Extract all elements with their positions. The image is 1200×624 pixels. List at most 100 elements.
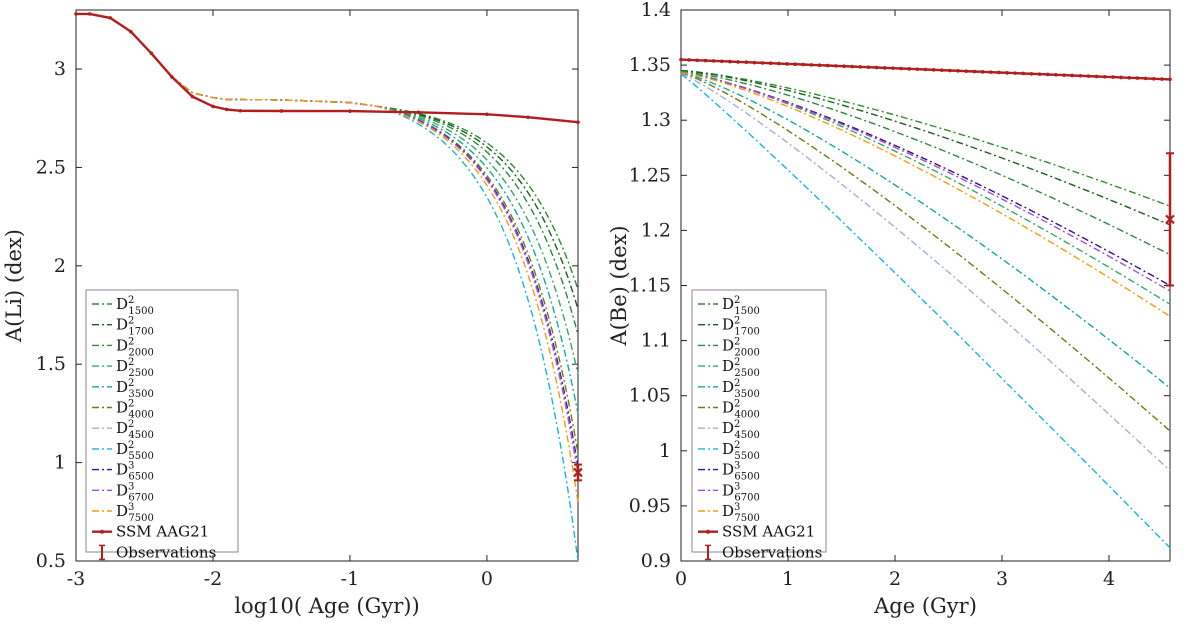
legend-sup: 2 (128, 419, 134, 430)
ssm-marker (997, 70, 1001, 75)
ssm-marker (1103, 74, 1107, 79)
series-line-d2_4000 (680, 72, 1171, 432)
lithium-panel: -3 -2 -1 0 0.5 1 1.5 2 2.5 3 log10( Age (Gyr)) A(Li… (2, 9, 583, 618)
x-axis-label: log10( Age (Gyr)) (234, 594, 419, 618)
legend-marker (100, 529, 104, 534)
series-line-d2_4500 (680, 73, 1171, 472)
legend-sub: 4000 (128, 410, 153, 421)
y-tick-label: 0.95 (629, 495, 671, 517)
ssm-marker (224, 107, 229, 112)
ssm-marker (1135, 76, 1140, 80)
legend-sub: 7500 (128, 513, 153, 524)
legend-sub: 3500 (128, 389, 153, 400)
ssm-marker (695, 58, 700, 63)
ssm-marker (238, 108, 243, 113)
ssm-marker (842, 64, 846, 69)
legend-base: D (722, 502, 734, 520)
legend-sup: 2 (734, 316, 740, 327)
ssm-marker (825, 63, 830, 68)
legend-sup: 2 (734, 336, 740, 347)
ssm-marker (768, 61, 773, 66)
series-line-d3_6700 (680, 72, 1171, 292)
legend-base: D (722, 419, 734, 437)
y-tick-label: 1 (54, 452, 66, 474)
legend-sup: 2 (734, 295, 740, 306)
y-tick-label: 1.3 (641, 109, 671, 131)
series-line-d2_2000 (680, 71, 1171, 256)
ssm-marker (793, 62, 797, 67)
y-axis-label: A(Li) (dex) (2, 229, 26, 343)
legend-sup: 3 (128, 502, 134, 513)
legend-sup: 3 (128, 461, 134, 472)
ssm-marker (980, 70, 985, 74)
legend-sup: 2 (734, 419, 740, 430)
ssm-marker (931, 68, 936, 72)
legend-label: D2 2000 (722, 336, 760, 358)
ssm-marker (948, 68, 952, 73)
legend-label: D2 4000 (116, 399, 154, 421)
legend-label: D2 4000 (722, 399, 760, 421)
ssm-marker (1086, 74, 1091, 78)
plot-frame (75, 9, 579, 562)
legend-label: D2 2500 (722, 357, 760, 379)
ssm-marker (526, 115, 530, 120)
legend-base: D (116, 440, 128, 458)
legend-base: D (722, 399, 734, 417)
ssm-marker (1021, 71, 1026, 76)
y-tick-label: 1.1 (641, 330, 671, 352)
legend-sub: 1700 (128, 327, 153, 338)
legend-sub: 1500 (128, 306, 153, 317)
legend-label: D3 6500 (722, 461, 760, 483)
series-line-d3_6500 (76, 13, 579, 467)
legend-box (85, 289, 239, 553)
y-axis-label: A(Be) (dex) (607, 225, 631, 346)
legend-base: D (722, 378, 734, 396)
observation-marker (1165, 214, 1175, 225)
legend-sup: 2 (128, 336, 134, 347)
ssm-marker (679, 57, 683, 62)
ssm-marker (1029, 72, 1034, 76)
legend-sub: 6500 (128, 472, 153, 483)
series-line-d2_1700 (76, 13, 579, 310)
legend-label: D2 1500 (116, 295, 154, 317)
series-line-d3_6500 (680, 72, 1171, 287)
legend-label: D2 2000 (116, 336, 154, 358)
ssm-marker (1151, 76, 1156, 81)
ssm-marker (1127, 75, 1132, 80)
legend-label: D3 7500 (116, 502, 154, 524)
ssm-marker (923, 67, 928, 72)
ssm-marker (711, 59, 716, 63)
legend-base: D (116, 461, 128, 479)
legend-box (691, 289, 827, 553)
y-tick-label: 3 (54, 58, 66, 80)
legend-sub: 6500 (734, 472, 759, 483)
legend-label: D3 6700 (116, 481, 154, 503)
legend-base: D (116, 295, 128, 313)
legend-sup: 2 (128, 295, 134, 306)
series-line-d2_2000 (76, 13, 579, 335)
ssm-marker (817, 63, 822, 68)
legend-base: D (722, 357, 734, 375)
legend-label: Observations (116, 543, 216, 561)
ssm-marker (899, 66, 903, 71)
legend-base: D (116, 502, 128, 520)
legend-base: D (722, 295, 734, 313)
legend-base: D (722, 461, 734, 479)
x-tick-label: 0 (675, 568, 687, 590)
legend-base: D (722, 316, 734, 334)
ssm-marker (1062, 73, 1066, 77)
ssm-marker (988, 70, 993, 74)
x-axis-label: Age (Gyr) (873, 594, 977, 618)
y-tick-label: 2.5 (36, 156, 66, 178)
legend-base: D (116, 336, 128, 354)
legend-sub: 1500 (734, 306, 759, 317)
legend-sup: 2 (128, 399, 134, 410)
ssm-marker (1045, 72, 1050, 77)
series-line-d2_1700 (680, 69, 1171, 226)
series-line-d3_7500 (680, 72, 1171, 317)
legend-base: D (116, 316, 128, 334)
legend-base: D (116, 378, 128, 396)
x-tick-label: 1 (782, 568, 794, 590)
legend-sub: 2500 (128, 368, 153, 379)
legend-sub: 5500 (734, 451, 759, 462)
